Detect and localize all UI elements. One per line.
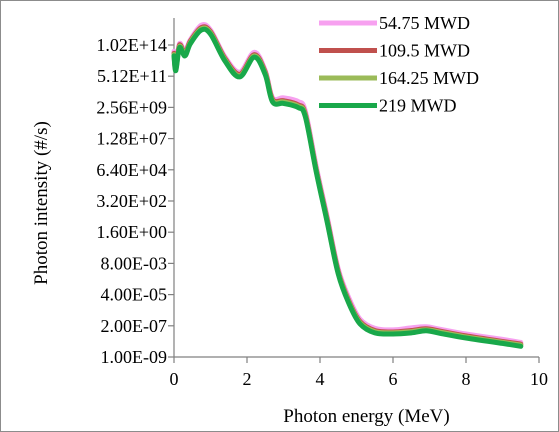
legend-label-3: 164.25 MWD bbox=[379, 68, 479, 88]
y-axis-title: Photon intensity (#/s) bbox=[31, 121, 52, 285]
x-tick-label: 4 bbox=[316, 369, 325, 389]
x-axis-ticks: 0 2 4 6 8 10 bbox=[170, 357, 548, 389]
x-tick-label: 0 bbox=[170, 369, 179, 389]
y-tick-label: 4.00E-05 bbox=[101, 285, 168, 305]
series-lines bbox=[171, 21, 524, 349]
y-tick-label: 2.00E-07 bbox=[101, 316, 168, 336]
legend: 54.75 MWD 109.5 MWD 164.25 MWD 219 MWD bbox=[319, 13, 479, 116]
x-tick-label: 2 bbox=[243, 369, 252, 389]
x-tick-label: 8 bbox=[462, 369, 471, 389]
x-tick-label: 6 bbox=[389, 369, 398, 389]
y-tick-label: 6.40E+04 bbox=[96, 160, 167, 180]
legend-label-4: 219 MWD bbox=[379, 96, 457, 116]
y-tick-label: 2.56E+09 bbox=[96, 97, 167, 117]
y-tick-label: 8.00E-03 bbox=[101, 253, 168, 273]
y-axis-ticks: 1.00E-09 2.00E-07 4.00E-05 8.00E-03 1.60E+00… bbox=[96, 35, 174, 367]
legend-label-1: 54.75 MWD bbox=[379, 13, 470, 33]
y-tick-label: 1.28E+07 bbox=[96, 129, 167, 149]
legend-label-2: 109.5 MWD bbox=[379, 41, 470, 61]
y-tick-label: 1.60E+00 bbox=[96, 222, 167, 242]
y-tick-label: 5.12E+11 bbox=[97, 66, 167, 86]
x-tick-label: 10 bbox=[530, 369, 548, 389]
x-axis-title: Photon energy (MeV) bbox=[283, 406, 449, 427]
series-line-4 bbox=[171, 26, 524, 349]
axes bbox=[173, 18, 539, 358]
y-tick-label: 1.02E+14 bbox=[96, 35, 167, 55]
y-tick-label: 1.00E-09 bbox=[101, 347, 168, 367]
y-tick-label: 3.20E+02 bbox=[96, 191, 167, 211]
